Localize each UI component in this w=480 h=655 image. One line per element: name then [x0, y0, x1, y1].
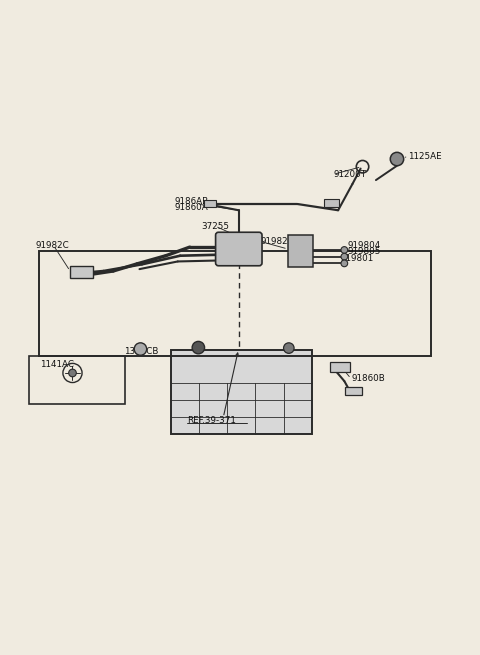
Text: 91860A: 91860A — [174, 203, 208, 212]
Bar — [330, 362, 350, 371]
Bar — [29, 356, 125, 404]
Bar — [70, 266, 93, 278]
Text: 9186AB: 9186AB — [174, 196, 208, 206]
Circle shape — [192, 341, 204, 354]
Text: 37255: 37255 — [201, 221, 229, 231]
Bar — [288, 234, 313, 267]
Text: 1125AE: 1125AE — [408, 152, 442, 160]
Circle shape — [390, 153, 404, 166]
FancyBboxPatch shape — [216, 233, 262, 266]
Circle shape — [284, 343, 294, 353]
Text: 91860B: 91860B — [351, 374, 385, 383]
Text: 1141AC: 1141AC — [40, 360, 74, 369]
Circle shape — [341, 260, 348, 267]
Bar — [39, 251, 432, 356]
Text: 91982E: 91982E — [260, 237, 293, 246]
Text: 919804: 919804 — [347, 240, 381, 250]
Bar — [345, 387, 362, 396]
Text: 91982C: 91982C — [35, 240, 69, 250]
Text: 1327CB: 1327CB — [124, 347, 158, 356]
Circle shape — [69, 369, 76, 377]
Circle shape — [341, 253, 348, 260]
Circle shape — [341, 247, 348, 253]
Circle shape — [134, 343, 147, 355]
Text: 919801: 919801 — [340, 254, 374, 263]
Text: 91200T: 91200T — [333, 170, 366, 179]
Bar — [204, 200, 216, 207]
Text: 919805: 919805 — [347, 248, 381, 256]
Text: REF.39-371: REF.39-371 — [187, 416, 236, 425]
Bar — [324, 199, 339, 207]
Bar — [170, 350, 312, 434]
